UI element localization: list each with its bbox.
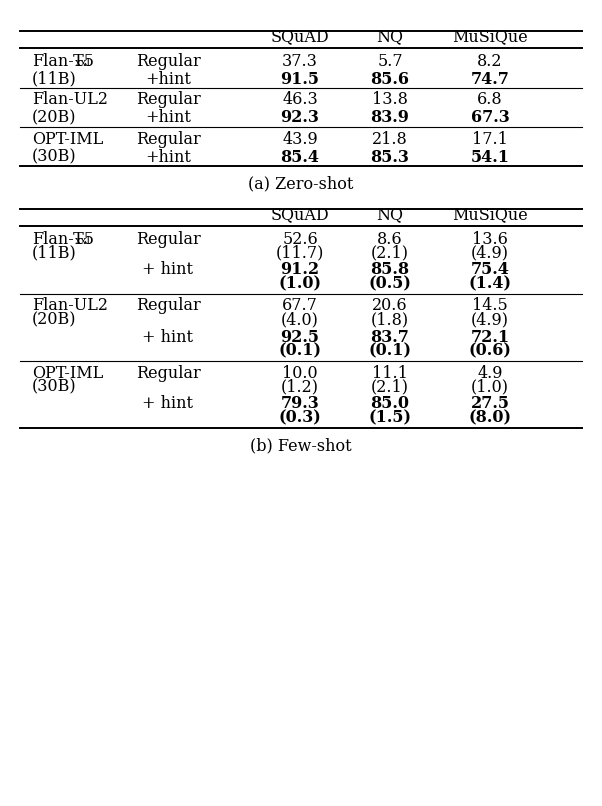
Text: Flan-T5: Flan-T5 xyxy=(32,231,94,247)
Text: 91.2: 91.2 xyxy=(281,261,320,279)
Text: OPT-IML: OPT-IML xyxy=(32,131,104,147)
Text: 13.6: 13.6 xyxy=(472,231,508,247)
Text: Regular: Regular xyxy=(135,52,200,69)
Text: (1.8): (1.8) xyxy=(371,311,409,329)
Text: 43.9: 43.9 xyxy=(282,131,318,147)
Text: 8.2: 8.2 xyxy=(477,52,503,69)
Text: (a) Zero-shot: (a) Zero-shot xyxy=(248,176,354,193)
Text: NQ: NQ xyxy=(376,28,403,45)
Text: 11.1: 11.1 xyxy=(372,364,408,381)
Text: 4.9: 4.9 xyxy=(477,364,503,381)
Text: (20B): (20B) xyxy=(32,311,76,329)
Text: (4.9): (4.9) xyxy=(471,244,509,261)
Text: NQ: NQ xyxy=(376,206,403,223)
Text: Flan-T5: Flan-T5 xyxy=(32,52,94,69)
Text: 17.1: 17.1 xyxy=(472,131,508,147)
Text: (b) Few-shot: (b) Few-shot xyxy=(250,438,352,455)
Text: 67.3: 67.3 xyxy=(471,110,509,127)
Text: 85.3: 85.3 xyxy=(371,148,409,165)
Text: (8.0): (8.0) xyxy=(468,409,512,426)
Text: + hint: + hint xyxy=(143,396,193,413)
Text: (1.4): (1.4) xyxy=(468,276,512,293)
Text: 92.3: 92.3 xyxy=(281,110,320,127)
Text: MuSiQue: MuSiQue xyxy=(452,28,528,45)
Text: (11B): (11B) xyxy=(32,70,76,88)
Text: Regular: Regular xyxy=(135,131,200,147)
Text: (4.9): (4.9) xyxy=(471,311,509,329)
Text: 8.6: 8.6 xyxy=(377,231,403,247)
Text: Flan-UL2: Flan-UL2 xyxy=(32,297,108,314)
Text: 13.8: 13.8 xyxy=(372,92,408,109)
Text: 37.3: 37.3 xyxy=(282,52,318,69)
Text: (4.0): (4.0) xyxy=(281,311,319,329)
Text: 21.8: 21.8 xyxy=(372,131,408,147)
Text: (1.0): (1.0) xyxy=(471,379,509,396)
Text: xxl: xxl xyxy=(75,236,91,246)
Text: 5.7: 5.7 xyxy=(377,52,403,69)
Text: (30B): (30B) xyxy=(32,148,76,165)
Text: Regular: Regular xyxy=(135,231,200,247)
Text: Regular: Regular xyxy=(135,297,200,314)
Text: 83.9: 83.9 xyxy=(371,110,409,127)
Text: 85.6: 85.6 xyxy=(370,70,409,88)
Text: + hint: + hint xyxy=(143,329,193,346)
Text: 46.3: 46.3 xyxy=(282,92,318,109)
Text: OPT-IML: OPT-IML xyxy=(32,364,104,381)
Text: + hint: + hint xyxy=(143,261,193,279)
Text: SQuAD: SQuAD xyxy=(271,28,329,45)
Text: (1.2): (1.2) xyxy=(281,379,319,396)
Text: (30B): (30B) xyxy=(32,379,76,396)
Text: 52.6: 52.6 xyxy=(282,231,318,247)
Text: 85.8: 85.8 xyxy=(370,261,409,279)
Text: (0.5): (0.5) xyxy=(368,276,411,293)
Text: 6.8: 6.8 xyxy=(477,92,503,109)
Text: (2.1): (2.1) xyxy=(371,244,409,261)
Text: xxl: xxl xyxy=(75,58,91,68)
Text: (0.1): (0.1) xyxy=(279,343,321,359)
Text: Regular: Regular xyxy=(135,364,200,381)
Text: 20.6: 20.6 xyxy=(372,297,408,314)
Text: 54.1: 54.1 xyxy=(471,148,509,165)
Text: 67.7: 67.7 xyxy=(282,297,318,314)
Text: (2.1): (2.1) xyxy=(371,379,409,396)
Text: 92.5: 92.5 xyxy=(281,329,320,346)
Text: +hint: +hint xyxy=(145,148,191,165)
Text: 85.0: 85.0 xyxy=(370,396,409,413)
Text: (1.0): (1.0) xyxy=(279,276,321,293)
Text: (1.5): (1.5) xyxy=(368,409,412,426)
Text: 79.3: 79.3 xyxy=(281,396,320,413)
Text: 74.7: 74.7 xyxy=(471,70,509,88)
Text: (11B): (11B) xyxy=(32,244,76,261)
Text: (11.7): (11.7) xyxy=(276,244,324,261)
Text: 91.5: 91.5 xyxy=(281,70,320,88)
Text: SQuAD: SQuAD xyxy=(271,206,329,223)
Text: MuSiQue: MuSiQue xyxy=(452,206,528,223)
Text: +hint: +hint xyxy=(145,70,191,88)
Text: (0.3): (0.3) xyxy=(279,409,321,426)
Text: +hint: +hint xyxy=(145,110,191,127)
Text: (20B): (20B) xyxy=(32,110,76,127)
Text: 27.5: 27.5 xyxy=(471,396,509,413)
Text: 14.5: 14.5 xyxy=(472,297,508,314)
Text: (0.6): (0.6) xyxy=(468,343,512,359)
Text: Flan-UL2: Flan-UL2 xyxy=(32,92,108,109)
Text: (0.1): (0.1) xyxy=(368,343,412,359)
Text: 83.7: 83.7 xyxy=(371,329,409,346)
Text: 72.1: 72.1 xyxy=(470,329,509,346)
Text: 85.4: 85.4 xyxy=(281,148,320,165)
Text: 75.4: 75.4 xyxy=(471,261,509,279)
Text: Regular: Regular xyxy=(135,92,200,109)
Text: 10.0: 10.0 xyxy=(282,364,318,381)
